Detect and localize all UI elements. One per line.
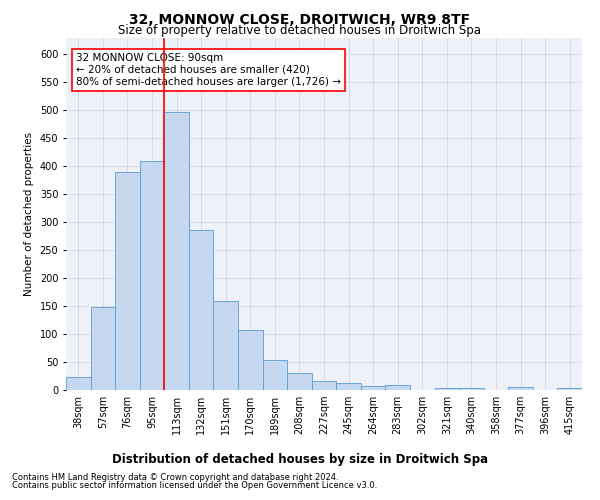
Text: Size of property relative to detached houses in Droitwich Spa: Size of property relative to detached ho… [119,24,482,37]
Bar [263,360,287,390]
Bar [91,307,115,390]
Bar [336,384,361,390]
Bar [140,161,164,390]
Bar [115,172,140,390]
Y-axis label: Number of detached properties: Number of detached properties [24,132,34,296]
Bar [238,330,263,390]
Bar [214,301,238,390]
Bar [459,388,484,390]
Text: Distribution of detached houses by size in Droitwich Spa: Distribution of detached houses by size … [112,452,488,466]
Bar [287,373,312,390]
Bar [164,112,189,390]
Bar [385,385,410,390]
Bar [312,381,336,390]
Bar [361,386,385,390]
Bar [557,388,582,390]
Text: 32, MONNOW CLOSE, DROITWICH, WR9 8TF: 32, MONNOW CLOSE, DROITWICH, WR9 8TF [130,12,470,26]
Text: Contains HM Land Registry data © Crown copyright and database right 2024.: Contains HM Land Registry data © Crown c… [12,472,338,482]
Bar [189,230,214,390]
Bar [508,387,533,390]
Text: 32 MONNOW CLOSE: 90sqm
← 20% of detached houses are smaller (420)
80% of semi-de: 32 MONNOW CLOSE: 90sqm ← 20% of detached… [76,54,341,86]
Text: Contains public sector information licensed under the Open Government Licence v3: Contains public sector information licen… [12,482,377,490]
Bar [66,377,91,390]
Bar [434,388,459,390]
